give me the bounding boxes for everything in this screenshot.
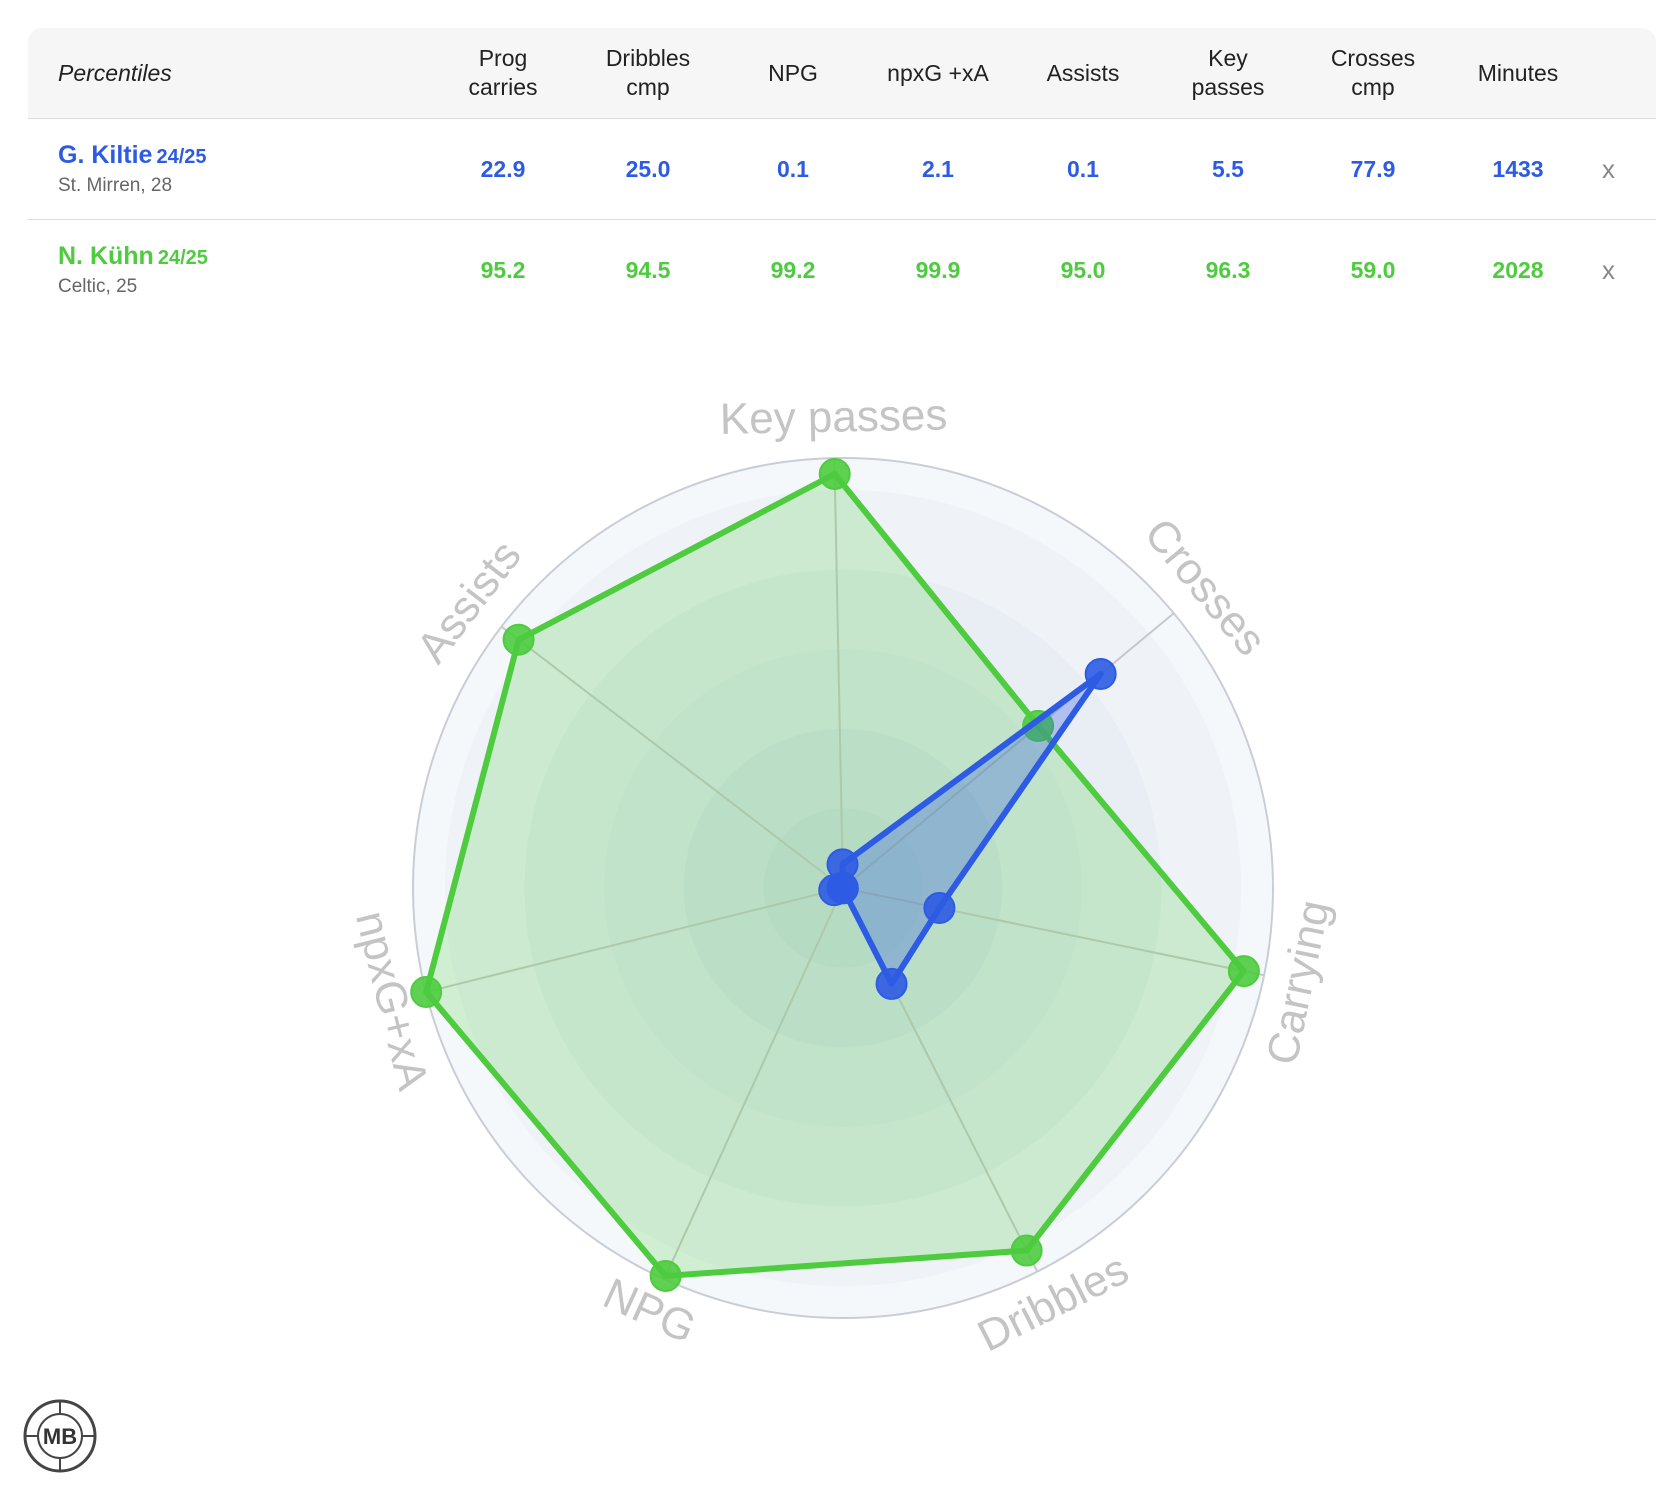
header-assists[interactable]: Assists	[1046, 59, 1120, 86]
radar-point-series2-0	[818, 457, 851, 490]
season: 24/25	[156, 146, 207, 168]
radar-axis-label-0: Key passes	[719, 390, 947, 444]
player-name[interactable]: G. Kiltie 24/25	[58, 141, 207, 169]
table-row-player-1: G. Kiltie 24/25 St. Mirren, 28 22.9 25.0 …	[28, 119, 1656, 220]
radar-point-series1-3	[875, 967, 908, 1000]
radar-spoke-4	[663, 887, 844, 1280]
cell-prog-carries: 95.2	[480, 256, 526, 283]
radar-spoke-5	[425, 887, 844, 994]
radar-point-series2-5	[410, 975, 443, 1008]
player-club: Celtic, 25	[58, 276, 138, 297]
remove-player-button[interactable]: x	[1602, 153, 1615, 184]
cell-minutes: 2028	[1492, 256, 1544, 283]
header-npxg-xa[interactable]: npxG +xA	[887, 59, 989, 86]
cell-assists: 95.0	[1060, 256, 1106, 283]
table-header: Percentiles Prog carries Dribbles cmp NPG …	[28, 28, 1656, 119]
radar-point-series1-6	[826, 871, 859, 904]
cell-npg: 99.2	[770, 256, 816, 283]
header-dribbles-cmp[interactable]: Dribbles cmp	[605, 45, 691, 100]
percentiles-label: Percentiles	[58, 59, 172, 86]
cell-key-passes: 96.3	[1205, 256, 1251, 283]
radar-point-series2-3	[1010, 1234, 1043, 1267]
comparison-table: Percentiles Prog carries Dribbles cmp NPG …	[28, 28, 1656, 320]
table-row-player-2: N. Kühn 24/25 Celtic, 25 95.2 94.5 99.2 9…	[28, 220, 1656, 320]
cell-npg: 0.1	[777, 155, 809, 182]
player-club: St. Mirren, 28	[58, 175, 173, 196]
radar-point-series1-1	[1084, 657, 1117, 690]
header-minutes[interactable]: Minutes	[1477, 59, 1559, 86]
cell-prog-carries: 22.9	[480, 155, 526, 182]
radar-spoke-1	[842, 612, 1175, 889]
cell-key-passes: 5.5	[1212, 155, 1244, 182]
radar-point-series2-6	[502, 623, 535, 656]
radar-point-series1-2	[923, 891, 956, 924]
cell-dribbles-cmp: 25.0	[625, 155, 671, 182]
header-key-passes[interactable]: Key passes	[1191, 45, 1265, 100]
radar-spoke-0	[833, 458, 844, 889]
mb-logo: MB	[23, 1399, 97, 1473]
remove-player-button[interactable]: x	[1602, 254, 1615, 285]
radar-point-series2-4	[649, 1259, 682, 1292]
player-name[interactable]: N. Kühn 24/25	[58, 242, 208, 270]
radar-point-series2-2	[1227, 955, 1260, 988]
radar-spoke-6	[500, 625, 844, 889]
header-prog-carries[interactable]: Prog carries	[468, 45, 538, 100]
cell-npxg-xa: 2.1	[922, 155, 954, 182]
cell-dribbles-cmp: 94.5	[625, 256, 671, 283]
cell-minutes: 1433	[1492, 155, 1544, 182]
radar-point-series2-1	[1022, 709, 1055, 742]
season: 24/25	[157, 247, 208, 269]
cell-assists: 0.1	[1067, 155, 1099, 182]
radar-spoke-2	[842, 887, 1265, 977]
svg-text:MB: MB	[43, 1424, 77, 1449]
header-crosses-cmp[interactable]: Crosses cmp	[1330, 45, 1416, 100]
cell-crosses-cmp: 77.9	[1350, 155, 1396, 182]
cell-crosses-cmp: 59.0	[1350, 256, 1396, 283]
header-npg[interactable]: NPG	[768, 59, 818, 86]
cell-npxg-xa: 99.9	[915, 256, 961, 283]
